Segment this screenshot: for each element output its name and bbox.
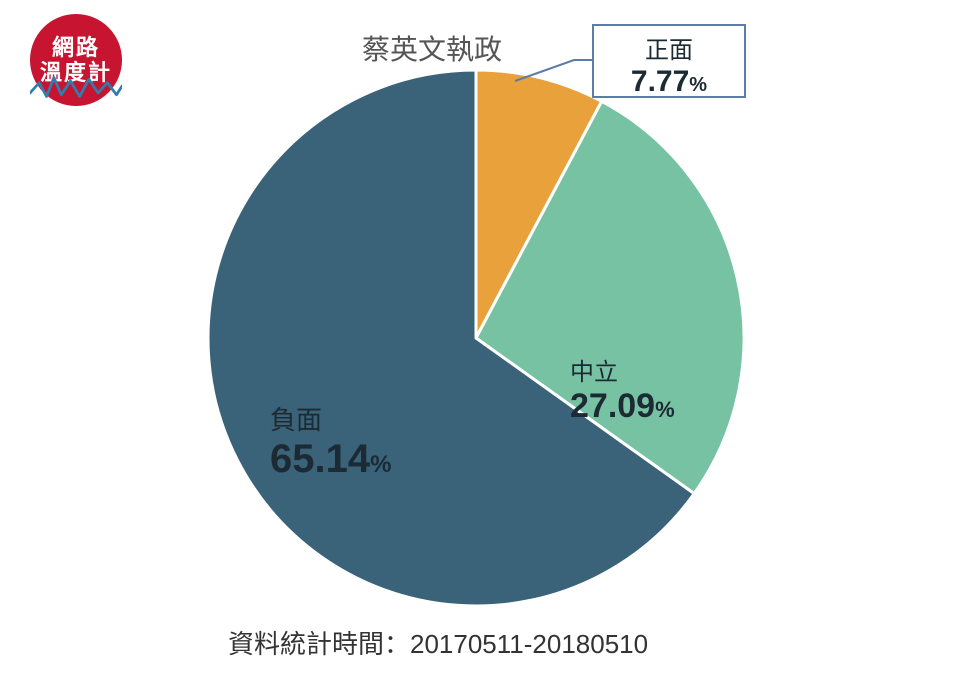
brand-logo-line1: 網路 [52, 35, 100, 60]
slice-label-neutral-symbol: % [655, 397, 675, 422]
slice-label-negative-value: 65.14 [270, 437, 370, 481]
chart-stage: { "background_color": "#ffffff", "logo":… [0, 0, 960, 673]
chart-title: 蔡英文執政 [362, 28, 502, 68]
callout-symbol: % [689, 74, 707, 96]
pie-chart [208, 70, 744, 606]
pie-svg [208, 70, 744, 606]
brand-logo-line2: 溫度計 [40, 60, 112, 85]
slice-label-neutral: 中立 27.09% [570, 352, 675, 426]
callout-name: 正面 [594, 30, 744, 65]
footer-text: 資料統計時間：20170511-20180510 [228, 624, 648, 661]
slice-label-neutral-value: 27.09 [570, 387, 655, 425]
brand-logo: 網路 溫度計 [30, 14, 122, 106]
slice-label-neutral-name: 中立 [570, 352, 675, 387]
slice-label-negative-name: 負面 [270, 400, 391, 437]
slice-label-negative: 負面 65.14% [270, 400, 391, 482]
callout-value: 7.77 [631, 65, 689, 98]
slice-label-negative-symbol: % [370, 451, 391, 478]
callout-box-positive: 正面 7.77% [592, 24, 746, 98]
